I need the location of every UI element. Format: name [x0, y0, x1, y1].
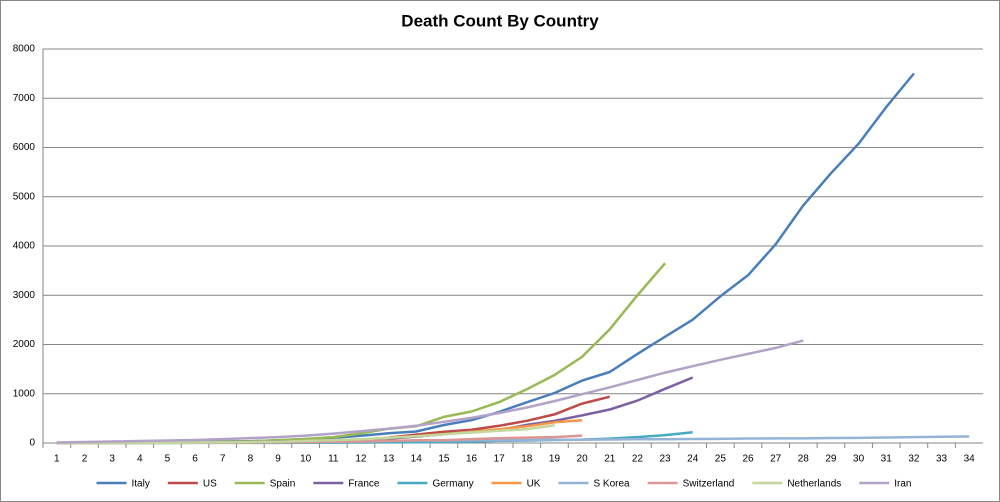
- x-tick-label: 24: [687, 454, 699, 465]
- legend-label: S Korea: [593, 479, 630, 490]
- x-tick-label: 10: [300, 454, 312, 465]
- y-tick-label: 1000: [13, 388, 36, 399]
- x-tick-label: 20: [577, 454, 589, 465]
- x-tick-label: 30: [853, 454, 865, 465]
- x-tick-label: 9: [275, 454, 281, 465]
- x-tick-label: 8: [248, 454, 254, 465]
- x-tick-label: 27: [770, 454, 782, 465]
- x-tick-label: 16: [466, 454, 478, 465]
- x-tick-label: 23: [659, 454, 671, 465]
- y-tick-label: 3000: [13, 290, 36, 301]
- x-tick-label: 5: [165, 454, 171, 465]
- x-tick-label: 18: [521, 454, 533, 465]
- chart-title: Death Count By Country: [401, 11, 599, 30]
- x-tick-label: 1: [54, 454, 60, 465]
- legend-label: France: [348, 479, 380, 490]
- legend-label: Germany: [432, 479, 473, 490]
- legend-label: UK: [527, 479, 541, 490]
- legend-label: Spain: [270, 479, 296, 490]
- x-tick-label: 12: [355, 454, 367, 465]
- series-line: [56, 339, 804, 444]
- x-tick-label: 3: [109, 454, 115, 465]
- y-tick-label: 5000: [13, 191, 36, 202]
- x-tick-label: 13: [383, 454, 395, 465]
- x-tick-label: 32: [908, 454, 920, 465]
- y-tick-label: 2000: [13, 339, 36, 350]
- x-tick-label: 6: [192, 454, 198, 465]
- legend-label: Switzerland: [683, 479, 735, 490]
- y-tick-label: 4000: [13, 241, 36, 252]
- legend-label: Italy: [132, 479, 150, 490]
- x-tick-label: 17: [494, 454, 506, 465]
- series-line: [56, 424, 555, 445]
- x-tick-label: 26: [742, 454, 754, 465]
- x-tick-label: 19: [549, 454, 561, 465]
- x-tick-label: 29: [825, 454, 837, 465]
- y-tick-label: 0: [29, 438, 35, 449]
- y-tick-label: 8000: [13, 44, 36, 55]
- x-tick-label: 4: [137, 454, 143, 465]
- x-tick-label: 15: [438, 454, 450, 465]
- x-tick-label: 11: [328, 454, 339, 465]
- y-tick-label: 7000: [13, 93, 36, 104]
- x-tick-label: 33: [936, 454, 948, 465]
- legend-label: Iran: [894, 479, 911, 490]
- x-tick-label: 21: [604, 454, 616, 465]
- x-tick-label: 31: [881, 454, 893, 465]
- x-tick-label: 7: [220, 454, 226, 465]
- y-tick-label: 6000: [13, 142, 36, 153]
- x-tick-label: 34: [964, 454, 976, 465]
- legend-label: US: [203, 479, 217, 490]
- x-tick-label: 14: [411, 454, 423, 465]
- x-tick-label: 2: [82, 454, 88, 465]
- x-tick-label: 25: [715, 454, 727, 465]
- x-tick-label: 22: [632, 454, 644, 465]
- x-tick-label: 28: [798, 454, 810, 465]
- legend-label: Netherlands: [787, 479, 841, 490]
